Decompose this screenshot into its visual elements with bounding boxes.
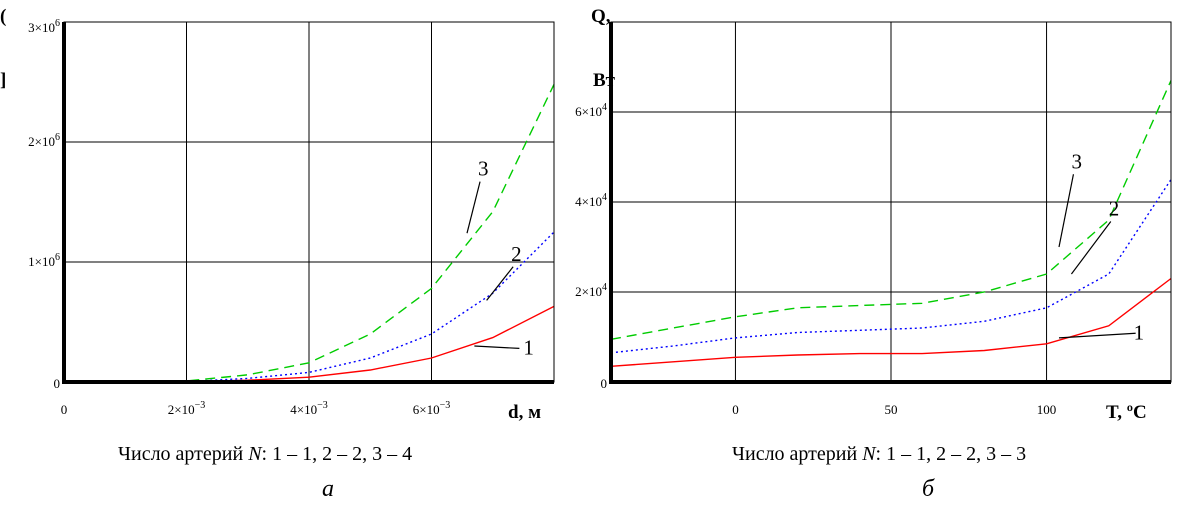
- chart-b-series: [610, 80, 1172, 367]
- y-tick-label: 2×106: [28, 132, 60, 149]
- series-line-1: [125, 305, 555, 383]
- x-axis-label-b: T, ºC: [1106, 402, 1147, 423]
- panel-letter-a: а: [322, 476, 334, 502]
- caption-b-prefix: Число артерий: [732, 443, 863, 465]
- x-tick-label: 4×10−3: [290, 400, 327, 417]
- chart-a-series: [125, 84, 555, 383]
- x-tick-label: 0: [732, 402, 739, 417]
- curve-label-1: 1: [1134, 320, 1145, 344]
- series-line-2: [610, 179, 1172, 354]
- caption-a-suffix: : 1 – 1, 2 – 2, 3 – 4: [261, 443, 413, 465]
- series-line-3: [125, 84, 555, 383]
- y-axis-label-q-clipped: (: [0, 6, 6, 27]
- chart-a-frame: [62, 21, 555, 384]
- x-tick-label: 50: [885, 402, 898, 417]
- caption-b-suffix: : 1 – 1, 2 – 2, 3 – 3: [875, 443, 1027, 465]
- y-tick-label: 0: [54, 376, 61, 391]
- chart-b-curve-labels: 1 2 3: [1058, 149, 1145, 344]
- y-axis-label-q: Q,: [591, 6, 611, 27]
- curve-label-pointer: [486, 266, 514, 301]
- series-line-3: [610, 80, 1172, 340]
- x-tick-label: 0: [61, 402, 68, 417]
- y-axis-label-unit-clipped: ]: [0, 70, 6, 91]
- curve-label-2: 2: [511, 242, 522, 266]
- y-tick-label: 6×104: [575, 102, 607, 119]
- chart-a-ticks: 0 2×10−3 4×10−3 6×10−3 0 1×106 2×106 3×106: [28, 18, 450, 417]
- caption-b: Число артерий N: 1 – 1, 2 – 2, 3 – 3: [732, 443, 1026, 466]
- y-tick-label: 3×106: [28, 18, 60, 35]
- series-line-2: [125, 231, 555, 383]
- series-line-1: [610, 277, 1172, 367]
- y-tick-label: 4×104: [575, 192, 607, 209]
- curve-label-3: 3: [478, 157, 489, 181]
- curve-label-pointer: [474, 345, 520, 349]
- curve-label-pointer: [1058, 332, 1136, 339]
- chart-b-grid: [611, 21, 1172, 382]
- y-tick-label: 1×106: [28, 252, 60, 269]
- chart-b-ticks: 0 50 100 0 2×104 4×104 6×104: [575, 102, 1056, 417]
- curve-label-1: 1: [523, 335, 534, 359]
- caption-a-prefix: Число артерий: [118, 443, 249, 465]
- y-tick-label: 0: [601, 376, 608, 391]
- chart-a-curve-labels: 1 2 3: [466, 157, 534, 359]
- curve-label-pointer: [1058, 174, 1075, 248]
- x-tick-label: 6×10−3: [413, 400, 450, 417]
- panel-letter-b: б: [922, 476, 935, 502]
- caption-a: Число артерий N: 1 – 1, 2 – 2, 3 – 4: [118, 443, 412, 466]
- curve-label-3: 3: [1071, 149, 1082, 173]
- caption-b-var: N: [862, 443, 876, 465]
- curve-label-2: 2: [1109, 197, 1120, 221]
- x-axis-label-a: d, м: [508, 402, 541, 423]
- y-tick-label: 2×104: [575, 282, 607, 299]
- chart-a-grid: [64, 21, 555, 382]
- curve-label-pointer: [1070, 221, 1112, 275]
- x-tick-label: 2×10−3: [168, 400, 205, 417]
- chart-panel-a: ( ] 0 2×10−3 4×10−3 6×10−301×1062×1063×106 …: [0, 6, 555, 423]
- curve-label-pointer: [466, 181, 481, 234]
- chart-b-frame: [609, 21, 1172, 384]
- caption-a-var: N: [248, 443, 262, 465]
- x-tick-label: 100: [1037, 402, 1057, 417]
